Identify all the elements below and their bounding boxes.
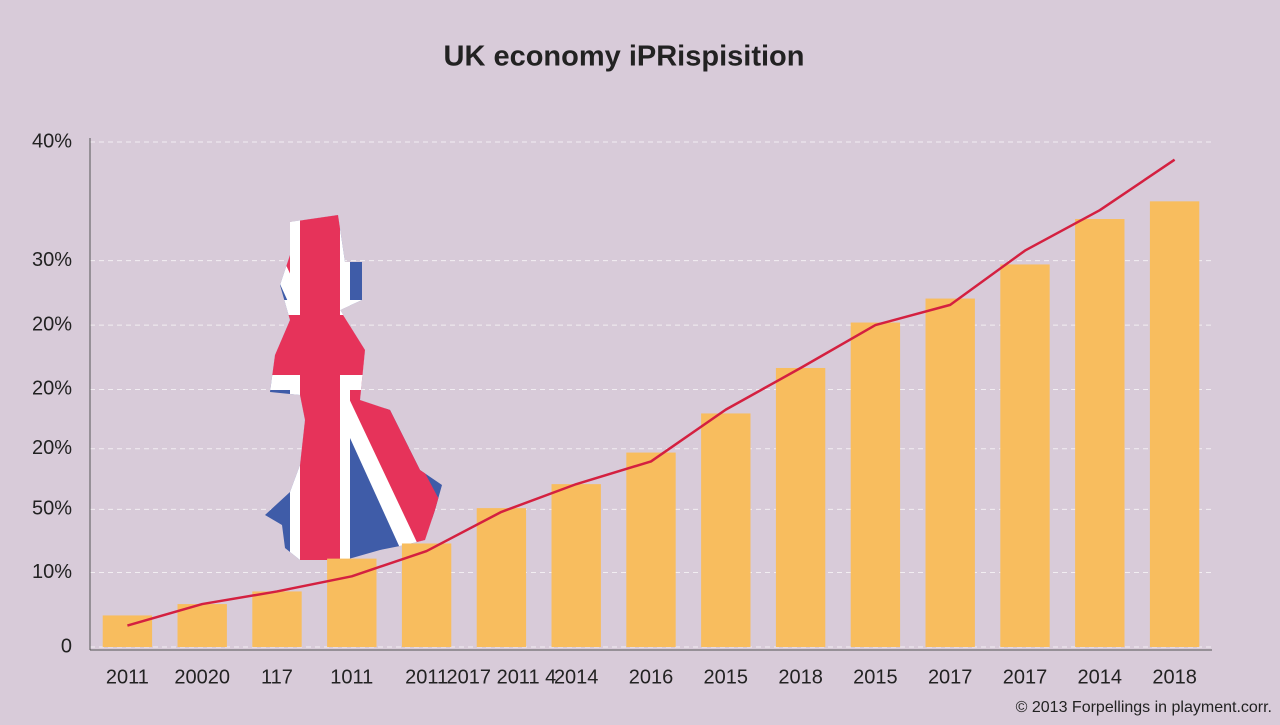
uk-flag-illustration (265, 215, 442, 560)
x-tick-label: 2011 (106, 666, 149, 688)
x-tick-label: 20020 (174, 666, 230, 688)
y-tick-label: 10% (32, 561, 72, 583)
bar (1000, 264, 1050, 647)
bar (1075, 219, 1125, 647)
bar (252, 591, 302, 647)
trend-line (127, 158, 1176, 627)
x-tick-label: 117 (261, 666, 293, 688)
x-tick-label: 2017 2011 4 (447, 666, 557, 688)
bar (551, 484, 601, 647)
x-tick-label: 2018 (1152, 666, 1197, 688)
y-tick-label: 30% (32, 249, 72, 271)
bar (476, 508, 527, 647)
x-tick-label: 2011 (405, 666, 448, 688)
x-tick-label: 2018 (778, 666, 823, 688)
x-tick-label: 2015 (704, 666, 749, 688)
x-tick-label: 2014 (1078, 666, 1123, 688)
bar (401, 543, 452, 647)
x-tick-label: 2017 (928, 666, 973, 688)
y-tick-label: 20% (32, 378, 72, 400)
footer: © 2013 Forpellings in playment.corr. (1016, 699, 1272, 716)
bar (327, 558, 377, 647)
y-tick-label: 20% (32, 437, 72, 459)
bar (626, 452, 676, 647)
bar (177, 604, 227, 647)
bar (1149, 201, 1200, 647)
bar (775, 367, 826, 647)
bar (850, 322, 901, 647)
bar (925, 298, 975, 647)
y-tick-label: 40% (32, 130, 72, 152)
x-tick-label: 1011 (330, 666, 373, 688)
bar (701, 413, 751, 647)
y-tick-label: 0 (61, 635, 72, 657)
x-tick-label: 2014 (554, 666, 599, 688)
y-tick-label: 20% (32, 313, 72, 335)
y-tick-label: 50% (32, 498, 72, 520)
x-tick-label: 2016 (629, 666, 674, 688)
x-tick-label: 2017 (1003, 666, 1048, 688)
x-tick-label: 2015 (853, 666, 898, 688)
chart-title: UK economy iPRispisition (444, 41, 805, 73)
